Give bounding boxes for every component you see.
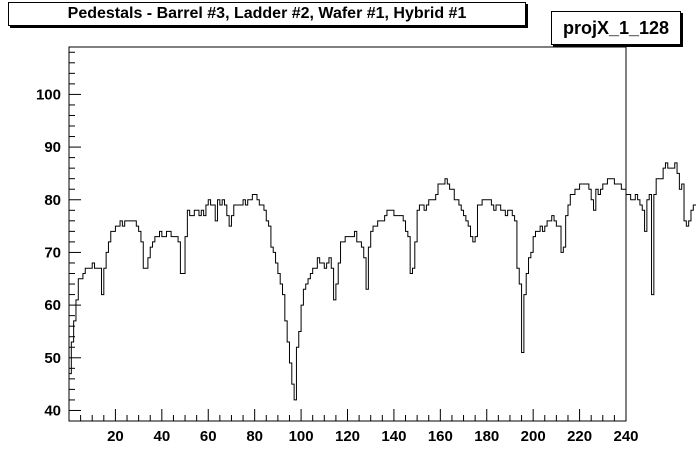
histogram-line [69, 162, 696, 401]
y-tick-label: 60 [44, 297, 61, 314]
x-tick-label: 20 [107, 428, 124, 445]
axes [69, 51, 627, 421]
x-tick-label: 180 [474, 428, 499, 445]
y-tick-label: 70 [44, 244, 61, 261]
y-tick-label: 40 [44, 402, 61, 419]
x-tick-label: 100 [289, 428, 314, 445]
plot-frame [68, 46, 627, 422]
x-tick-label: 240 [613, 428, 638, 445]
histogram-name-box: projX_1_128 [551, 11, 681, 45]
y-tick-label: 90 [44, 139, 61, 156]
y-tick-label: 50 [44, 350, 61, 367]
chart-title: Pedestals - Barrel #3, Ladder #2, Wafer … [8, 2, 526, 26]
x-tick-label: 140 [381, 428, 406, 445]
x-tick-label: 220 [567, 428, 592, 445]
x-tick-label: 200 [521, 428, 546, 445]
x-tick-label: 80 [246, 428, 263, 445]
tick-labels: 20 40 60 80 100 120 140 160 180 200 220 240 40 50 60 70… [36, 86, 639, 445]
x-tick-label: 60 [200, 428, 217, 445]
y-tick-label: 80 [44, 192, 61, 209]
y-tick-label: 100 [36, 86, 61, 103]
x-tick-label: 160 [428, 428, 453, 445]
x-tick-label: 40 [153, 428, 170, 445]
x-tick-label: 120 [335, 428, 360, 445]
